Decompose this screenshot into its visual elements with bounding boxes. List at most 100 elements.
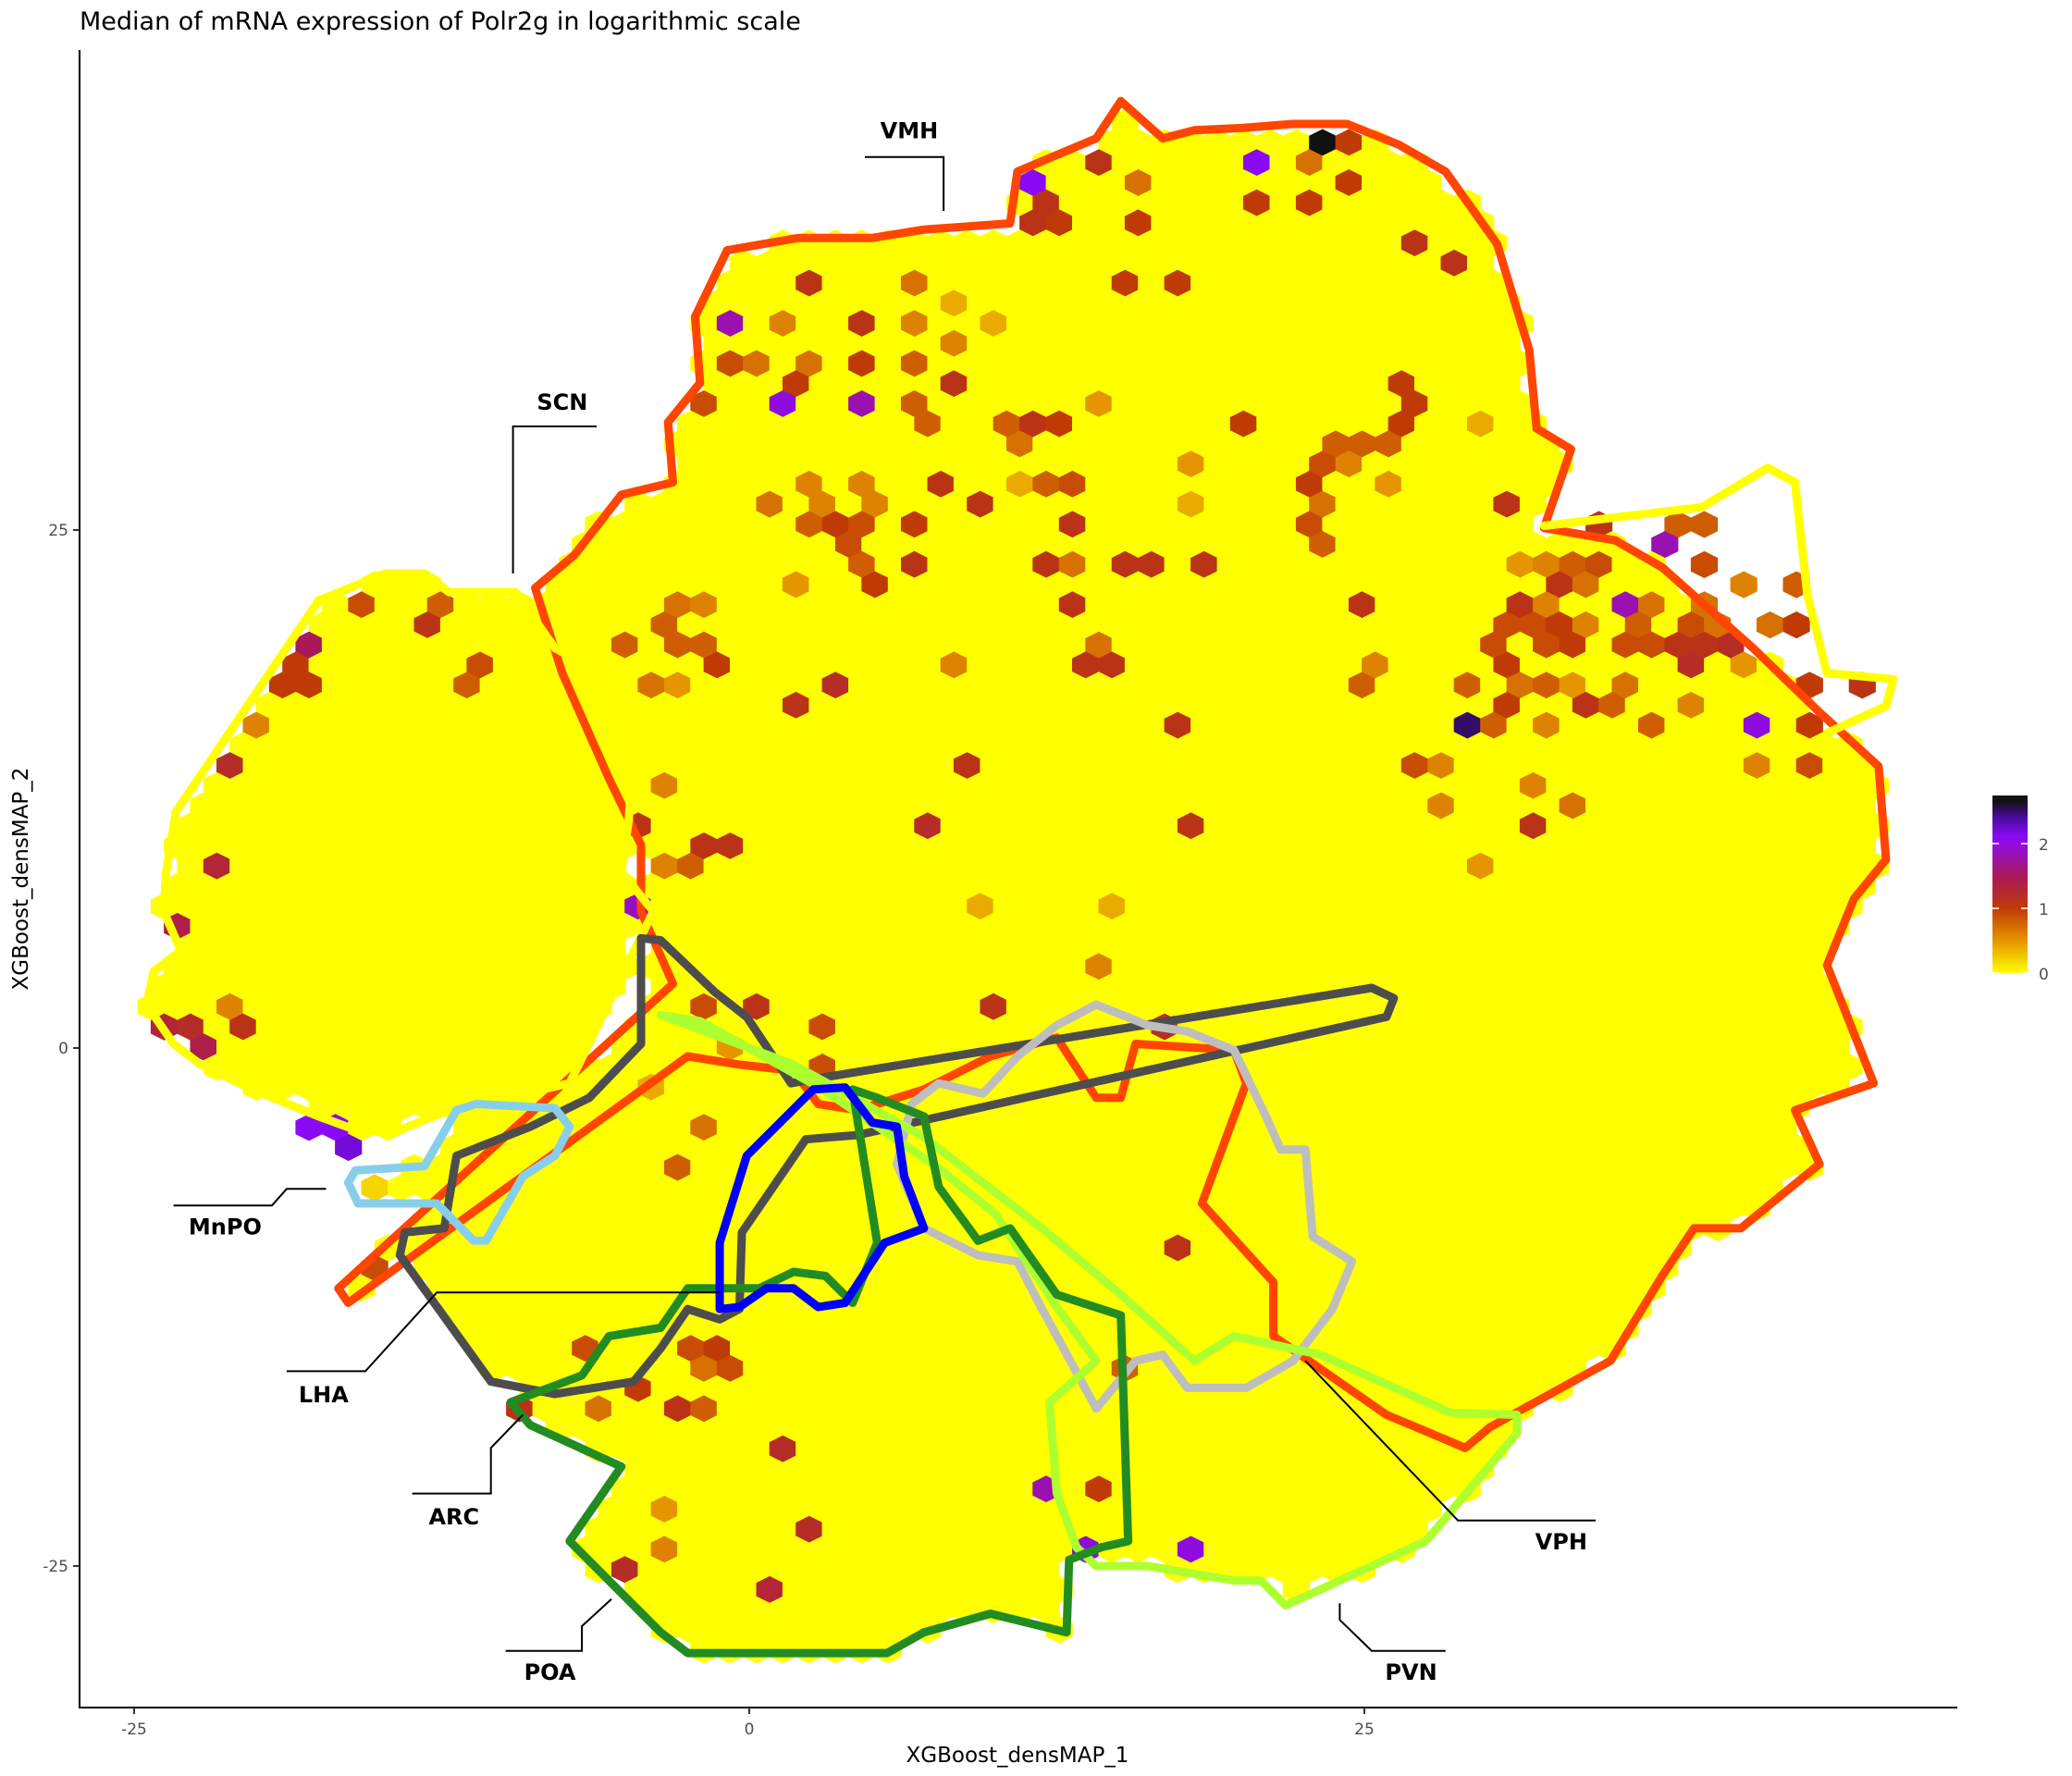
hex-bin	[413, 1013, 441, 1041]
hex-bin	[1782, 1013, 1810, 1041]
hex-bin	[730, 1455, 758, 1483]
hex-bin	[1414, 732, 1442, 759]
hex-bin	[796, 672, 823, 699]
hex-bin	[1151, 329, 1178, 357]
hex-bin	[1151, 852, 1178, 880]
hex-bin	[1335, 1054, 1363, 1081]
hex-bin	[492, 651, 521, 679]
hex-bin	[993, 1536, 1020, 1563]
hex-bin	[1440, 1054, 1468, 1081]
hex-bin	[492, 732, 521, 759]
hex-bin	[1388, 1133, 1415, 1162]
hex-bin	[940, 450, 968, 478]
hex-bin	[1058, 872, 1086, 900]
hex-bin	[1506, 550, 1534, 578]
hex-bin	[650, 1536, 678, 1563]
hex-bin	[1058, 149, 1086, 177]
hex-bin	[1282, 169, 1310, 197]
hex-bin	[1058, 269, 1086, 297]
hex-bin	[1151, 732, 1178, 759]
hex-bin	[887, 1013, 915, 1041]
hex-bin	[834, 1616, 863, 1644]
hex-bin	[1072, 1496, 1100, 1523]
hex-bin	[1256, 169, 1284, 197]
hex-bin	[1295, 1475, 1324, 1503]
hex-bin	[479, 591, 507, 619]
hex-bin	[980, 470, 1007, 499]
hex-bin	[1480, 993, 1508, 1020]
hex-bin	[914, 1335, 942, 1363]
hex-bin	[1019, 1133, 1047, 1162]
hex-bin	[914, 1254, 942, 1282]
hex-bin	[1664, 711, 1692, 739]
hex-bin	[1203, 1013, 1231, 1041]
hex-bin	[874, 1475, 902, 1503]
hex-bin	[1282, 1375, 1310, 1402]
hex-bin	[1216, 792, 1244, 820]
hex-bin	[914, 852, 942, 880]
leader-line-mnpo	[173, 1188, 327, 1207]
hex-bin	[610, 1194, 639, 1222]
hex-bin	[1506, 1033, 1534, 1061]
hex-bin	[453, 1114, 481, 1141]
hex-bin	[1677, 1054, 1705, 1081]
hex-bin	[927, 269, 955, 297]
hex-bin	[1124, 209, 1153, 237]
hex-bin	[716, 1475, 744, 1503]
hex-bin	[1585, 591, 1613, 619]
hex-bin	[1111, 470, 1139, 499]
hex-bin	[637, 1435, 665, 1462]
hex-bin	[1388, 1093, 1415, 1121]
hex-bin	[1414, 1174, 1442, 1202]
hex-bin	[927, 631, 955, 659]
hex-bin	[1243, 1314, 1271, 1342]
hex-bin	[716, 1515, 744, 1543]
hex-bin	[677, 852, 705, 880]
hex-bin	[743, 672, 771, 699]
hex-bin	[743, 832, 771, 860]
hex-bin	[1400, 1435, 1428, 1462]
hex-bin	[1427, 1314, 1455, 1342]
hex-bin	[940, 651, 968, 679]
hex-bin	[716, 672, 744, 699]
hex-bin	[953, 1275, 981, 1302]
hex-bin	[1388, 290, 1415, 317]
hex-bin	[940, 249, 968, 278]
hex-bin	[1375, 269, 1402, 297]
hex-bin	[967, 691, 994, 720]
hex-bin	[782, 812, 810, 840]
hex-bin	[1216, 1354, 1244, 1383]
hex-bin	[335, 651, 363, 679]
hex-bin	[1309, 531, 1337, 559]
hex-bin	[980, 832, 1007, 860]
hex-bin	[1032, 631, 1060, 659]
hex-bin	[927, 1435, 955, 1462]
hex-bin	[164, 872, 191, 900]
hex-bin	[1085, 953, 1113, 980]
hex-bin	[901, 912, 929, 941]
hex-bin	[1493, 1294, 1521, 1322]
hex-bin	[1480, 953, 1508, 980]
hex-bin	[1664, 1194, 1692, 1222]
hex-bin	[1585, 953, 1613, 980]
hex-bin	[413, 812, 441, 840]
hex-bin	[308, 611, 336, 639]
hex-bin	[980, 792, 1007, 820]
hex-bin	[1782, 1133, 1810, 1162]
hex-bin	[1348, 1435, 1376, 1462]
hex-bin	[1229, 732, 1257, 759]
hex-bin	[545, 1254, 573, 1282]
hex-bin	[466, 732, 494, 759]
hex-bin	[598, 1536, 625, 1563]
hex-bin	[598, 1174, 625, 1202]
contour-mnpo	[343, 1100, 574, 1245]
hex-bin	[716, 912, 744, 941]
hex-bin	[1322, 631, 1350, 659]
hex-bin	[1216, 591, 1244, 619]
hex-bin	[796, 1033, 823, 1061]
hex-bin	[953, 550, 981, 578]
hex-bin	[1375, 1033, 1402, 1061]
hex-bin	[1243, 1515, 1271, 1543]
hex-bin	[1111, 1194, 1139, 1222]
hex-bin	[1809, 812, 1837, 840]
